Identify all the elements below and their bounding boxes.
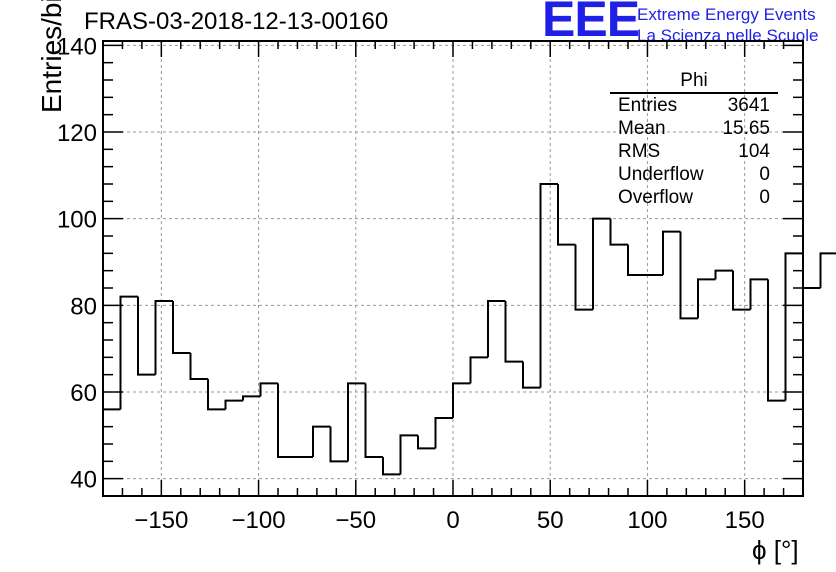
stats-row-entries: Entries 3641 (610, 94, 778, 117)
histogram-bin (417, 435, 436, 450)
histogram-bin (749, 278, 768, 310)
histogram-bin (189, 353, 208, 380)
chart-title: FRAS-03-2018-12-13-00160 (84, 8, 389, 35)
histogram-bin (207, 379, 226, 411)
x-tick-label: 100 (627, 507, 667, 534)
histogram-bin (767, 279, 786, 402)
histogram-bin (329, 426, 348, 463)
histogram-bin (784, 252, 803, 401)
histogram-bin (154, 300, 173, 375)
stats-value: 15.65 (722, 118, 770, 139)
histogram-bin (819, 252, 836, 288)
histogram-bin (364, 383, 383, 458)
histogram-bin (592, 217, 611, 310)
stats-title: Phi (610, 70, 778, 94)
axis-ticks: −150 −100 −50 0 50 100 150 40 60 80 100 120 140 (57, 33, 804, 534)
histogram-bin (102, 408, 121, 496)
y-tick-label: 120 (57, 120, 97, 147)
histogram-bin (347, 382, 366, 462)
x-tick-label: −100 (232, 507, 286, 534)
eee-logo: EEE (542, 0, 640, 47)
histogram-bin (627, 244, 646, 276)
histogram-bin (732, 270, 751, 311)
x-tick-label: 150 (725, 507, 765, 534)
x-tick-label: −150 (134, 507, 188, 534)
histogram-bin (452, 382, 471, 418)
plot-frame (102, 40, 804, 497)
y-tick-label: 100 (57, 207, 97, 234)
stats-label: Entries (618, 95, 678, 116)
histogram-bin (679, 231, 698, 320)
histogram-bin (504, 301, 523, 363)
histogram-bin (662, 230, 681, 275)
histogram-bin (259, 382, 278, 397)
stats-value: 0 (759, 164, 770, 185)
histogram-bin (224, 399, 243, 410)
histogram-bin (714, 269, 733, 280)
histogram-bin (119, 295, 138, 410)
histogram-bin (802, 253, 821, 289)
histogram-bin (539, 183, 558, 388)
histogram-bin (382, 457, 401, 476)
y-tick-label: 40 (70, 467, 97, 494)
x-tick-label: −50 (335, 507, 376, 534)
stats-row-underflow: Underflow 0 (610, 163, 778, 186)
histogram-series (102, 183, 836, 496)
stats-row-rms: RMS 104 (610, 140, 778, 163)
stats-value: 0 (759, 187, 770, 208)
stats-label: Underflow (618, 164, 704, 185)
histogram-bin (172, 301, 191, 354)
stats-label: Overflow (618, 187, 693, 208)
histogram-bin (242, 395, 261, 401)
histogram-bin (312, 425, 331, 457)
histogram-bin (557, 184, 576, 246)
histogram-bin (399, 434, 418, 475)
stats-box: Phi Entries 3641 Mean 15.65 RMS 104 Unde… (610, 70, 778, 209)
histogram-bin (697, 278, 716, 319)
stats-label: RMS (618, 141, 661, 162)
histogram-bin (277, 383, 296, 458)
y-tick-label: 140 (57, 33, 97, 60)
histogram-bin (487, 300, 506, 358)
logo-line-1: Extreme Energy Events (637, 5, 816, 24)
y-tick-label: 60 (70, 380, 97, 407)
stats-row-mean: Mean 15.65 (610, 117, 778, 140)
stats-value: 104 (738, 141, 770, 162)
x-tick-label: 0 (446, 507, 459, 534)
stats-value: 3641 (727, 95, 770, 116)
y-tick-label: 80 (70, 293, 97, 320)
histogram-bin (469, 356, 488, 384)
x-axis-label: ϕ [°] (752, 535, 799, 565)
histogram-bin (522, 361, 541, 389)
stats-row-overflow: Overflow 0 (610, 186, 778, 209)
histogram-bin (137, 296, 156, 376)
stats-label: Mean (618, 118, 666, 139)
x-tick-label: 50 (537, 507, 564, 534)
histogram-bin (609, 218, 628, 246)
histogram-bin (434, 417, 453, 449)
histogram-bin (574, 244, 593, 311)
